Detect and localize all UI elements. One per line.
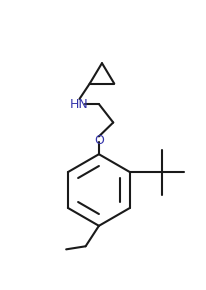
Text: O: O <box>94 134 104 147</box>
Text: HN: HN <box>70 97 89 110</box>
